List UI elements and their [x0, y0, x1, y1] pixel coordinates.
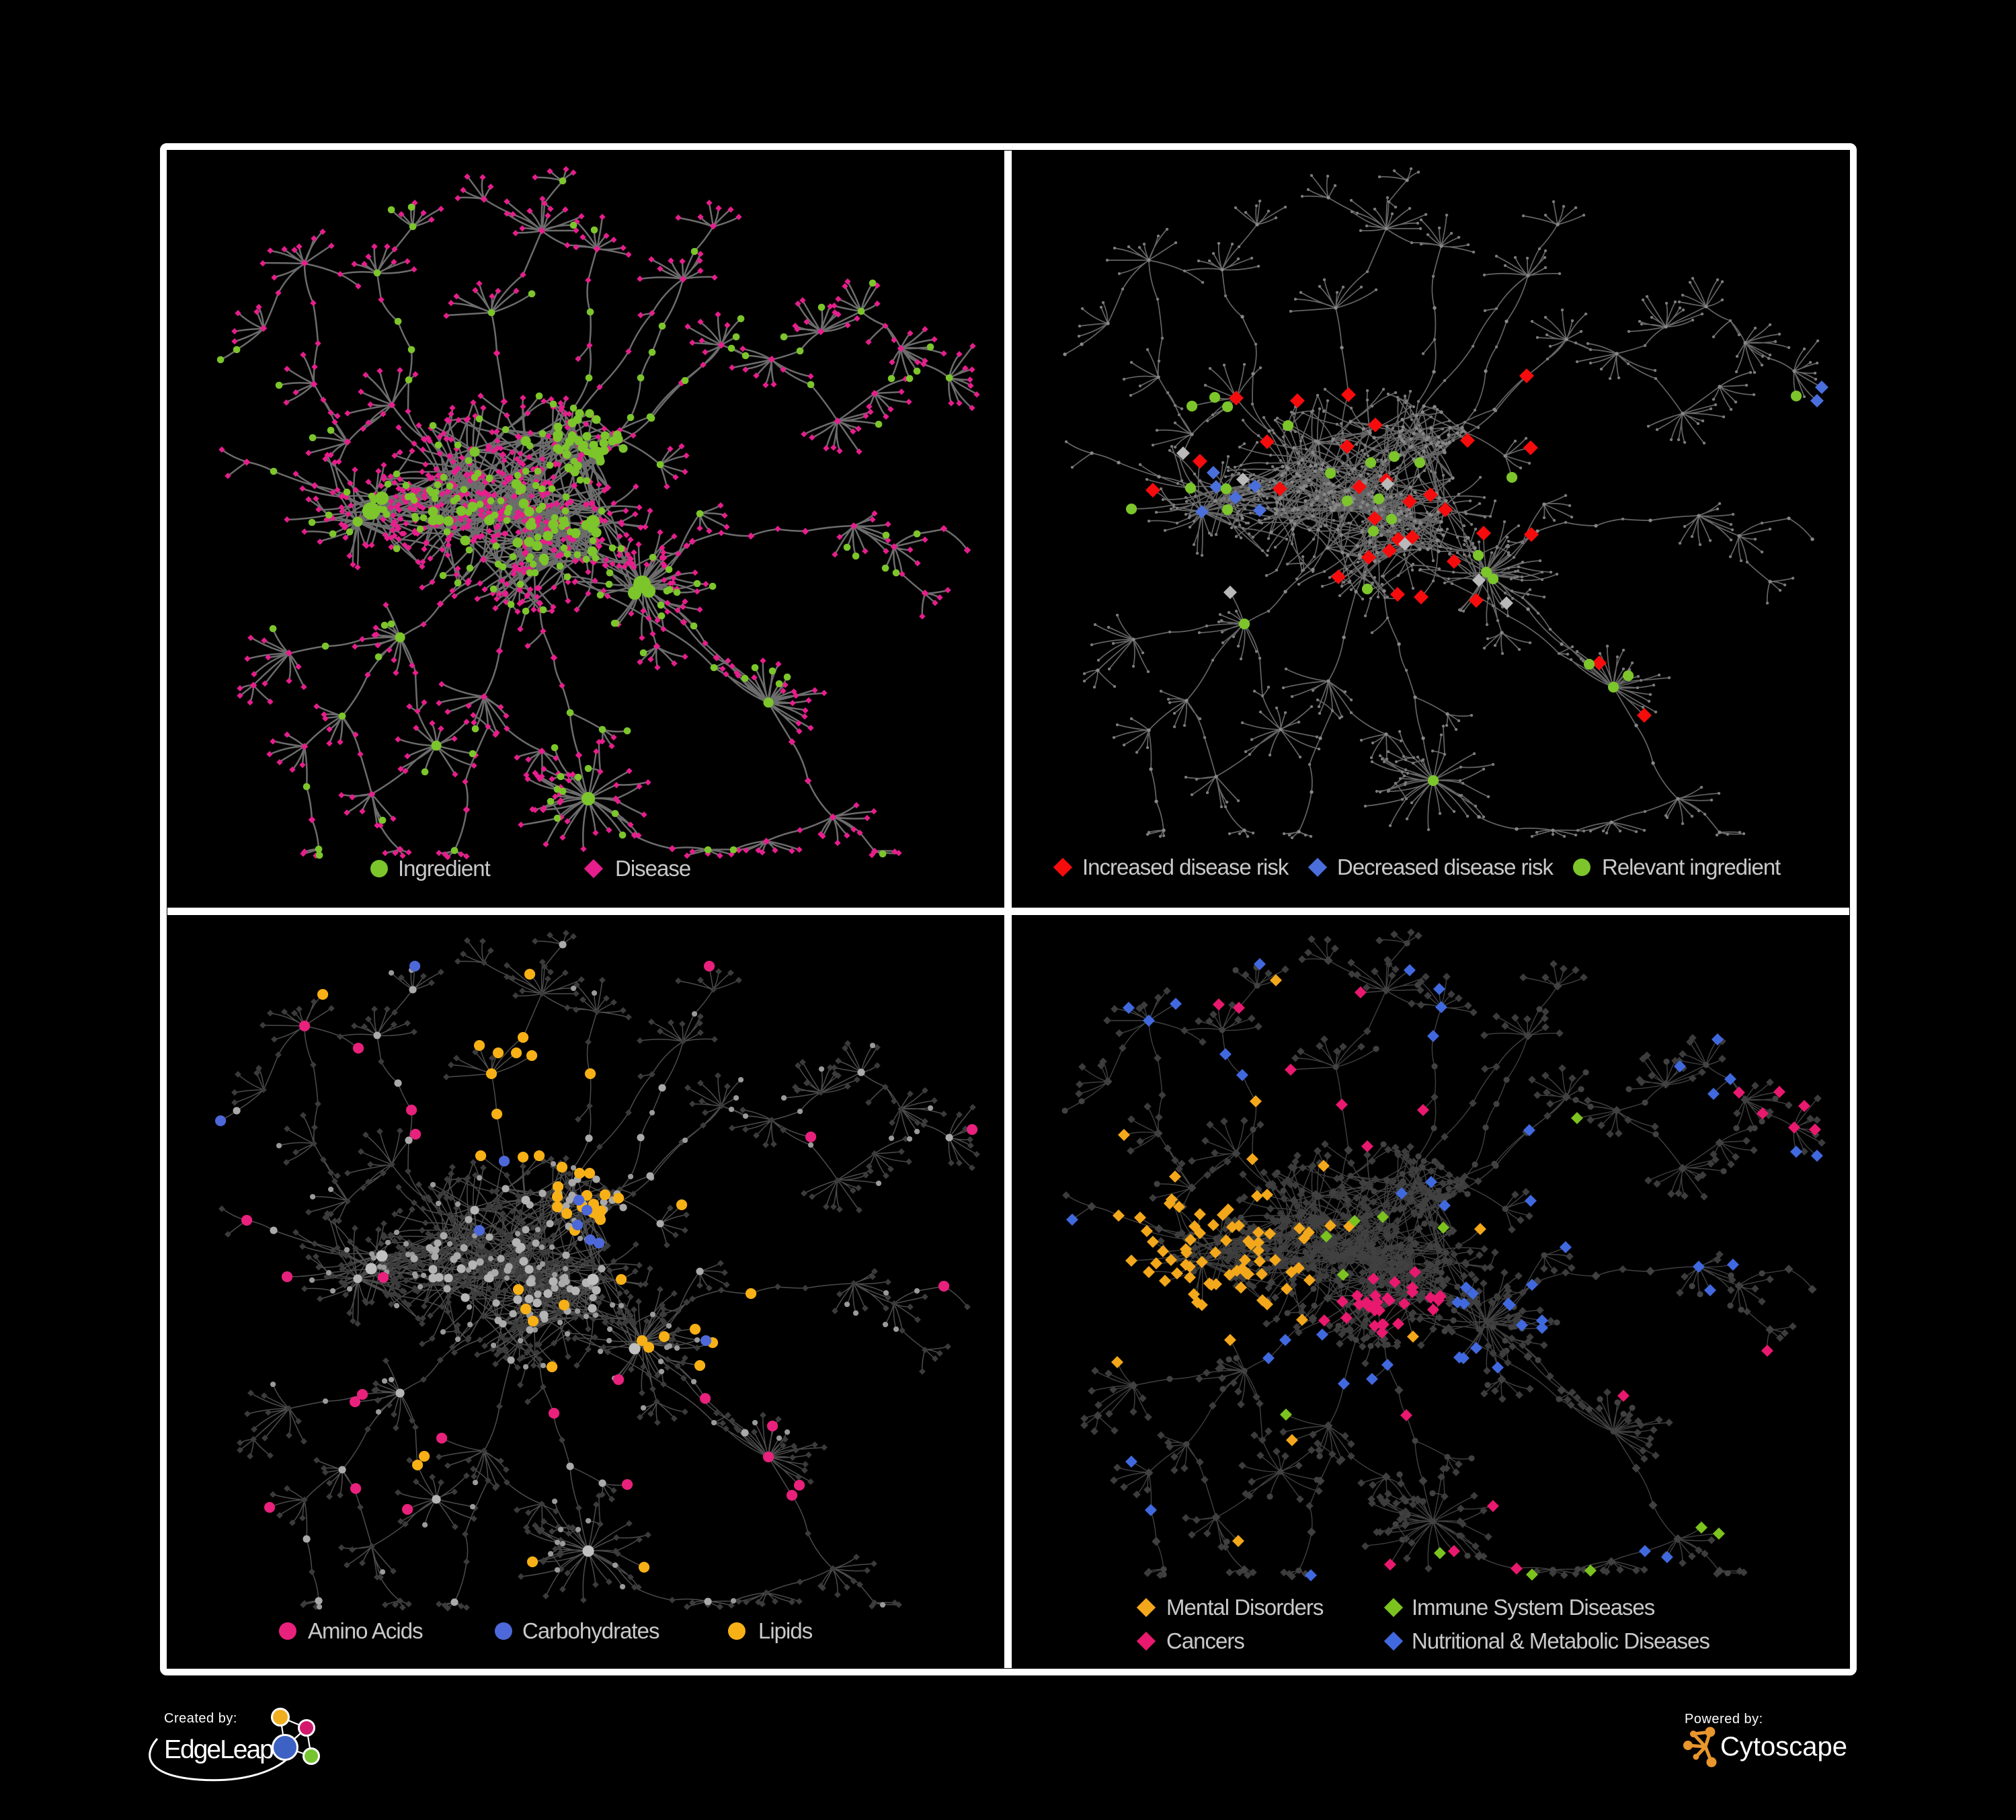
svg-text:EdgeLeap: EdgeLeap	[164, 1735, 274, 1764]
svg-text:Cytoscape: Cytoscape	[1720, 1732, 1847, 1762]
